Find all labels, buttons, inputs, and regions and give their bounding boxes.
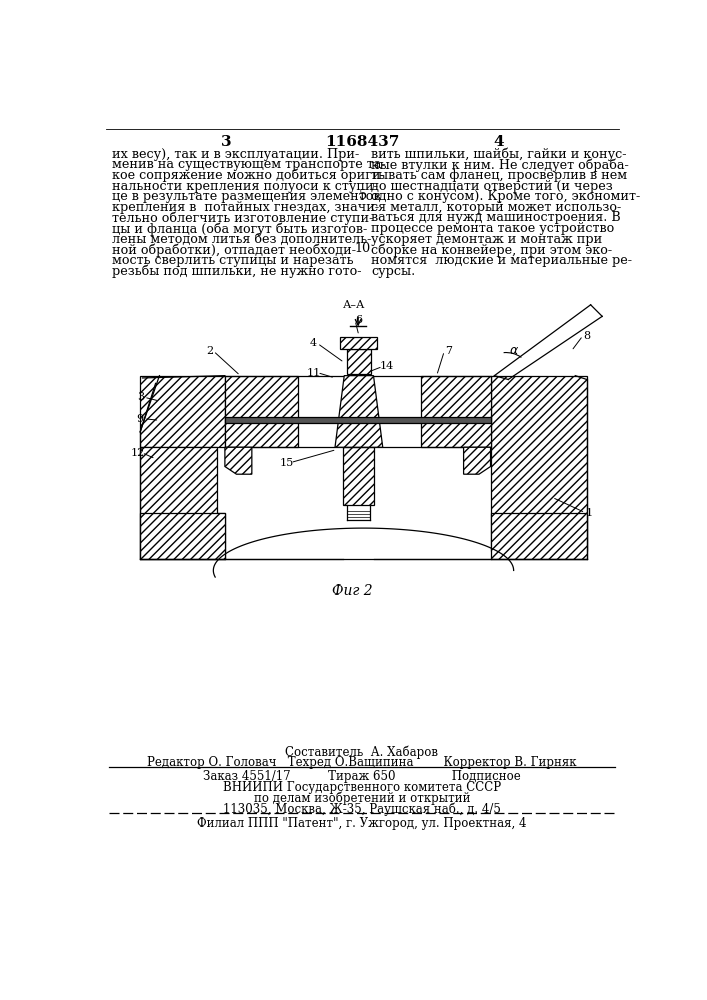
Text: ся металл, который может использо-: ся металл, который может использо- [371, 201, 621, 214]
Polygon shape [343, 447, 373, 505]
Text: А–А: А–А [343, 300, 366, 310]
Text: до шестнадцати отверстий (и через: до шестнадцати отверстий (и через [371, 180, 613, 193]
Text: резьбы под шпильки, не нужно гото-: резьбы под шпильки, не нужно гото- [112, 265, 361, 278]
Text: 3: 3 [136, 392, 144, 402]
Text: 4: 4 [310, 338, 317, 348]
Text: 113035, Москва, Ж-35, Раушская наб., д. 4/5: 113035, Москва, Ж-35, Раушская наб., д. … [223, 802, 501, 816]
Text: процессе ремонта такое устройство: процессе ремонта такое устройство [371, 222, 614, 235]
Polygon shape [346, 349, 371, 374]
Polygon shape [340, 337, 378, 349]
Bar [491, 376, 587, 551]
Polygon shape [421, 376, 491, 447]
Text: 7: 7 [445, 346, 452, 356]
Text: ные втулки к ним. Не следует обраба-: ные втулки к ним. Не следует обраба- [371, 158, 629, 172]
Text: 9: 9 [136, 414, 144, 424]
Text: сборке на конвейере, при этом эко-: сборке на конвейере, при этом эко- [371, 243, 612, 257]
Text: 5: 5 [358, 189, 367, 202]
Text: 6: 6 [356, 315, 363, 325]
Text: ВНИИПИ Государственного комитета СССР: ВНИИПИ Государственного комитета СССР [223, 781, 501, 794]
Text: крепления в  потайных гнездах, значи-: крепления в потайных гнездах, значи- [112, 201, 379, 214]
Text: мость сверлить ступицы и нарезать: мость сверлить ступицы и нарезать [112, 254, 354, 267]
Text: 3: 3 [221, 135, 232, 149]
Polygon shape [225, 376, 298, 447]
Text: $\alpha$: $\alpha$ [508, 344, 519, 357]
Text: нальности крепления полуоси к ступи-: нальности крепления полуоси к ступи- [112, 180, 378, 193]
Text: 12: 12 [131, 448, 145, 458]
Text: це в результате размещения элементов: це в результате размещения элементов [112, 190, 380, 203]
Text: Редактор О. Головач   Техред О.Ващипина        Корректор В. Гирняк: Редактор О. Головач Техред О.Ващипина Ко… [147, 756, 577, 769]
Text: 1: 1 [585, 508, 592, 518]
Text: тывать сам фланец, просверлив в нем: тывать сам фланец, просверлив в нем [371, 169, 627, 182]
Text: лены методом литья без дополнитель-: лены методом литья без дополнитель- [112, 233, 371, 246]
Text: Филиал ППП "Патент", г. Ужгород, ул. Проектная, 4: Филиал ППП "Патент", г. Ужгород, ул. Про… [197, 817, 527, 830]
Bar [140, 376, 225, 447]
Text: Заказ 4551/17          Тираж 650               Подписное: Заказ 4551/17 Тираж 650 Подписное [203, 770, 521, 783]
Text: 8: 8 [583, 331, 590, 341]
Polygon shape [140, 447, 225, 559]
Text: вить шпильки, шайбы, гайки и конус-: вить шпильки, шайбы, гайки и конус- [371, 148, 626, 161]
Text: 15: 15 [279, 458, 293, 468]
Text: их весу), так и в эксплуатации. При-: их весу), так и в эксплуатации. При- [112, 148, 359, 161]
Text: 4: 4 [493, 135, 503, 149]
Text: сурсы.: сурсы. [371, 265, 416, 278]
Text: номятся  людские и материальные ре-: номятся людские и материальные ре- [371, 254, 632, 267]
Text: тельно облегчить изготовление ступи-: тельно облегчить изготовление ступи- [112, 211, 373, 225]
Text: ваться для нужд машиностроения. В: ваться для нужд машиностроения. В [371, 211, 621, 224]
Text: по делам изобретений и открытий: по делам изобретений и открытий [254, 791, 470, 805]
Text: менив на существующем транспорте та-: менив на существующем транспорте та- [112, 158, 385, 171]
Polygon shape [491, 513, 587, 559]
Text: 14: 14 [380, 361, 394, 371]
Text: Составитель  А. Хабаров: Составитель А. Хабаров [286, 745, 438, 759]
Text: кое сопряжение можно добиться ориги-: кое сопряжение можно добиться ориги- [112, 169, 385, 182]
Bar [132, 328, 602, 590]
Polygon shape [464, 447, 491, 474]
Text: 1168437: 1168437 [325, 135, 399, 149]
Text: ной обработки), отпадает необходи-: ной обработки), отпадает необходи- [112, 243, 356, 257]
Polygon shape [335, 376, 382, 447]
Bar [225, 417, 491, 423]
Text: 10: 10 [355, 242, 370, 255]
Polygon shape [225, 447, 252, 474]
Text: 11: 11 [306, 368, 320, 378]
Text: ускоряет демонтаж и монтаж при: ускоряет демонтаж и монтаж при [371, 233, 602, 246]
Text: 2: 2 [206, 346, 213, 356]
Text: Фиг 2: Фиг 2 [332, 584, 373, 598]
Polygon shape [140, 513, 225, 559]
Text: одно с конусом). Кроме того, экономит-: одно с конусом). Кроме того, экономит- [371, 190, 641, 203]
Text: цы и фланца (оба могут быть изготов-: цы и фланца (оба могут быть изготов- [112, 222, 367, 236]
